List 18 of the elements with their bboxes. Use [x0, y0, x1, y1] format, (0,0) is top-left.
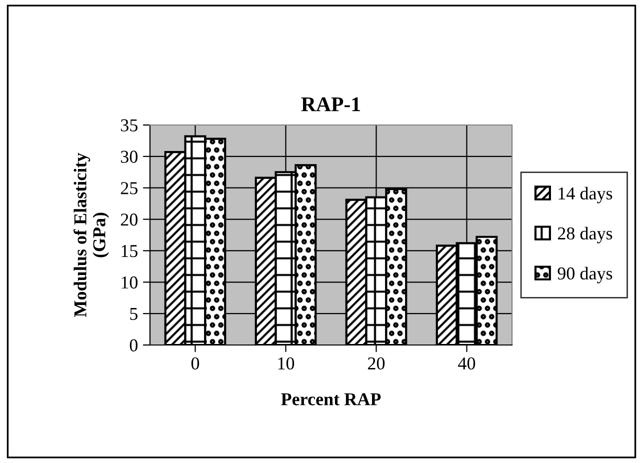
y-tick-label: 5	[130, 308, 138, 320]
y-tick-label: 15	[122, 245, 138, 258]
y-tick-label: 25	[120, 182, 138, 194]
y-tick-label: 20	[120, 214, 138, 226]
y-tick-label: 10	[122, 276, 138, 289]
x-tick-label: 0	[191, 357, 200, 370]
chart-title: RAP-1	[301, 97, 360, 112]
x-tick-label: 40	[458, 357, 476, 370]
x-axis-title: Percent RAP	[281, 393, 381, 406]
legend-label: 14 days	[558, 186, 612, 204]
legend-label: 28 days	[558, 226, 612, 244]
y-tick-label: 30	[121, 150, 138, 163]
y-axis-title: Modulus of Elasticity (GPa)	[74, 152, 110, 317]
x-tick-label: 10	[278, 357, 294, 370]
legend-label: 90 days	[558, 266, 612, 284]
y-tick-label: 35	[121, 119, 138, 132]
y-tick-label: 0	[130, 339, 138, 352]
x-tick-label: 20	[368, 357, 385, 370]
